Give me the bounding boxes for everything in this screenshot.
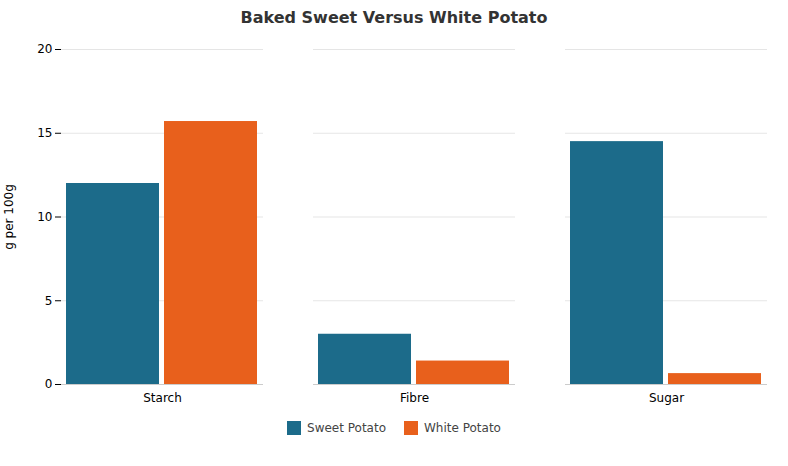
svg-text:0: 0 [45, 377, 53, 391]
svg-text:Sugar: Sugar [649, 391, 684, 405]
svg-text:g per 100g: g per 100g [2, 184, 16, 250]
svg-text:5: 5 [45, 294, 53, 308]
html-text:White Potato: White Potato [424, 421, 501, 435]
svg-text:Starch: Starch [143, 391, 182, 405]
svg-text:Fibre: Fibre [400, 391, 429, 405]
svg-text:10: 10 [37, 210, 52, 224]
html-text:Baked Sweet Versus White Potat: Baked Sweet Versus White Potato [240, 8, 548, 27]
svg-text:15: 15 [37, 126, 52, 140]
svg-text:20: 20 [37, 42, 52, 56]
html-text:Sweet Potato: Sweet Potato [307, 421, 386, 435]
